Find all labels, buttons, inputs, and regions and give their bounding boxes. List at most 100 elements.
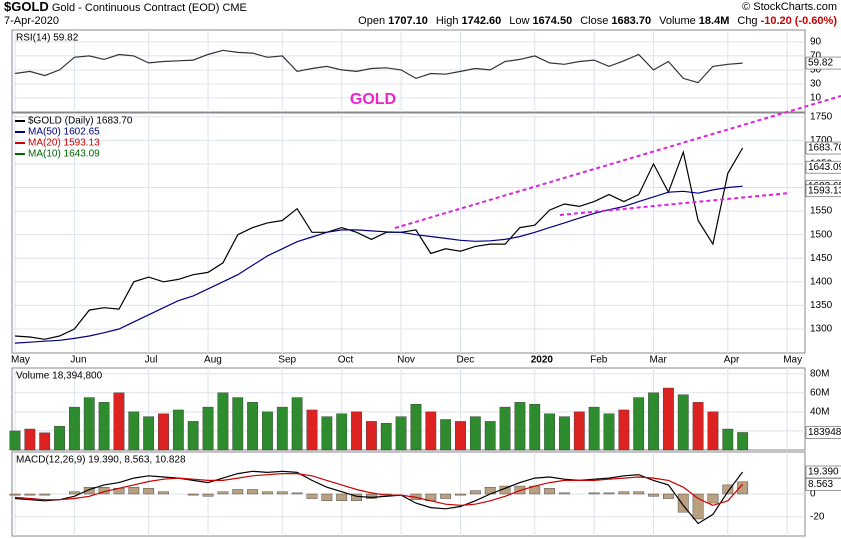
- volume-bar: [663, 387, 674, 451]
- x-tick-label: Jun: [70, 355, 86, 366]
- volume-bar: [707, 411, 719, 451]
- y-tick-label: 0: [810, 489, 816, 500]
- histogram-bar: [588, 492, 600, 495]
- histogram-bar: [722, 484, 734, 495]
- y-tick-label: 40M: [810, 407, 829, 418]
- exchange: CME: [222, 2, 247, 14]
- histogram-bar: [440, 493, 452, 499]
- histogram-bar: [663, 493, 674, 499]
- series-line: [14, 470, 744, 525]
- volume-bar: [39, 432, 51, 451]
- y-tick-label: 1450: [810, 253, 833, 264]
- legend-label: $GOLD (Daily) 1683.70: [28, 116, 133, 127]
- histogram-bar: [217, 491, 229, 495]
- histogram-bar: [143, 488, 155, 495]
- volume-bar: [529, 404, 541, 451]
- x-tick-label: 2020: [531, 355, 554, 366]
- y-tick-label: -20: [810, 511, 825, 522]
- value-tag: [805, 56, 841, 70]
- histogram-bar: [618, 491, 630, 495]
- volume-bar: [648, 392, 659, 451]
- histogram-bar: [306, 493, 318, 499]
- series-line: [14, 185, 743, 344]
- volume-bar: [113, 392, 125, 451]
- value-tag-label: 19.390: [808, 467, 839, 478]
- volume-bar: [217, 392, 229, 451]
- symbol: $GOLD: [4, 0, 49, 14]
- date: 7-Apr-2020: [4, 15, 60, 27]
- legend-label: MA(10) 1643.09: [28, 149, 100, 160]
- value-tag: [805, 477, 841, 491]
- quote-value: 18.4M: [698, 15, 730, 27]
- histogram-bar: [366, 493, 377, 499]
- quote-label: Chg: [737, 15, 758, 27]
- y-tick-label: 80M: [810, 368, 829, 379]
- quote-value: 1683.70: [611, 15, 652, 27]
- histogram-bar: [187, 493, 199, 496]
- volume-bar: [544, 413, 555, 451]
- volume-bar: [722, 428, 734, 451]
- panel-title: Volume 18,394,800: [16, 371, 103, 382]
- y-tick-label: 90: [810, 37, 822, 48]
- histogram-bar: [232, 489, 244, 495]
- volume-bar: [143, 416, 155, 451]
- quote-value: 1674.50: [532, 15, 573, 27]
- histogram-bar: [276, 491, 288, 495]
- instrument: Gold - Continuous Contract (EOD): [51, 2, 220, 14]
- quote-value: -10.20 (-0.60%): [760, 15, 837, 27]
- volume-bar: [24, 428, 36, 451]
- volume-bar: [618, 409, 630, 451]
- x-tick-label: Aug: [204, 355, 222, 366]
- value-tag-label: 59.82: [808, 58, 833, 69]
- histogram-bar: [247, 489, 258, 495]
- y-tick-label: 1750: [810, 111, 833, 122]
- histogram-bar: [707, 493, 719, 504]
- volume-bar: [603, 413, 615, 451]
- series-line: [14, 473, 744, 507]
- volume-bar: [276, 406, 288, 451]
- volume-bar: [336, 413, 348, 451]
- histogram-bar: [69, 491, 80, 495]
- volume-bar: [187, 421, 199, 451]
- value-tag-label: 8.563: [808, 479, 833, 490]
- histogram-bar: [291, 492, 303, 495]
- volume-bar: [588, 406, 600, 451]
- histogram-bar: [24, 493, 36, 496]
- y-tick-label: 1500: [810, 229, 833, 240]
- x-tick-label: Jul: [145, 355, 158, 366]
- histogram-bar: [83, 486, 95, 495]
- value-tag: [805, 184, 841, 198]
- value-tag: [805, 426, 841, 439]
- y-tick-label: 1700: [810, 135, 833, 146]
- quote-value: 1707.10: [388, 15, 428, 27]
- histogram-bar: [677, 493, 689, 513]
- y-tick-label: 1350: [810, 300, 833, 311]
- legend-label: MA(20) 1593.13: [28, 138, 100, 149]
- x-tick-label: Nov: [397, 355, 415, 366]
- y-tick-label: 10: [810, 93, 822, 104]
- source: © StockCharts.com: [742, 1, 837, 13]
- volume-bar: [410, 404, 422, 451]
- x-tick-label: Apr: [724, 355, 740, 366]
- histogram-bar: [603, 492, 615, 495]
- histogram-bar: [737, 481, 749, 495]
- histogram-bar: [648, 493, 659, 497]
- histogram-bar: [262, 491, 273, 495]
- volume-bar: [633, 397, 645, 451]
- volume-bar: [172, 409, 184, 451]
- rsi-line: [14, 49, 743, 84]
- panel-title: MACD(12,26,9) 19.390, 8.563, 10.828: [16, 455, 186, 466]
- quote-label: Low: [509, 15, 530, 27]
- title: $GOLD Gold - Continuous Contract (EOD) C…: [4, 0, 247, 14]
- volume-bar: [351, 411, 362, 451]
- volume-bar: [9, 430, 21, 451]
- y-tick-label: 60M: [810, 387, 829, 398]
- header: $GOLD Gold - Continuous Contract (EOD) C…: [0, 0, 841, 28]
- panels: 10 30 50 70 90 RSI(14) 59.82 59.82 1300 1350 1400…: [9, 29, 841, 537]
- volume-bar: [469, 416, 481, 451]
- y-tick-label: 1400: [810, 276, 833, 287]
- volume-bar: [83, 397, 95, 451]
- x-tick-label: Oct: [338, 355, 354, 366]
